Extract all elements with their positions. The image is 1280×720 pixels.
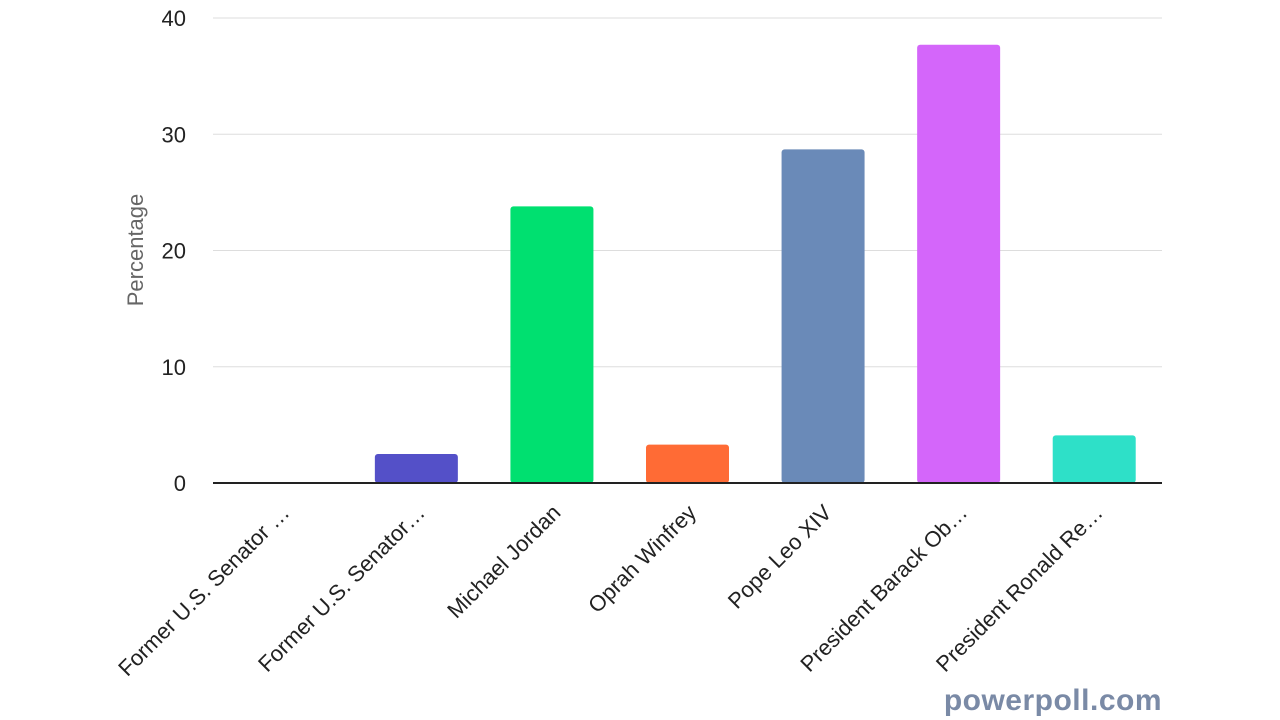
x-category-label: Pope Leo XIV: [723, 500, 837, 614]
bar: [1052, 435, 1136, 483]
bar: [781, 149, 865, 484]
gridlines: [213, 17, 1162, 368]
x-axis-categories: Former U.S. Senator …Former U.S. Senator…: [113, 500, 1108, 681]
bar: [374, 453, 458, 483]
y-tick-label: 40: [162, 6, 186, 31]
y-tick-label: 30: [162, 122, 186, 147]
y-axis-title: Percentage: [123, 194, 148, 307]
y-tick-label: 10: [162, 355, 186, 380]
bar: [646, 444, 729, 483]
x-category-label: Oprah Winfrey: [583, 500, 701, 618]
y-tick-label: 20: [162, 239, 186, 264]
y-tick-label: 0: [174, 471, 186, 496]
watermark-logo: powerpoll.com: [943, 684, 1162, 717]
x-category-label: Michael Jordan: [442, 500, 565, 623]
bars: [374, 44, 1136, 484]
bar: [917, 44, 1001, 484]
bar: [510, 206, 594, 483]
y-axis-ticks: 0 10 20 30 40: [162, 6, 186, 496]
